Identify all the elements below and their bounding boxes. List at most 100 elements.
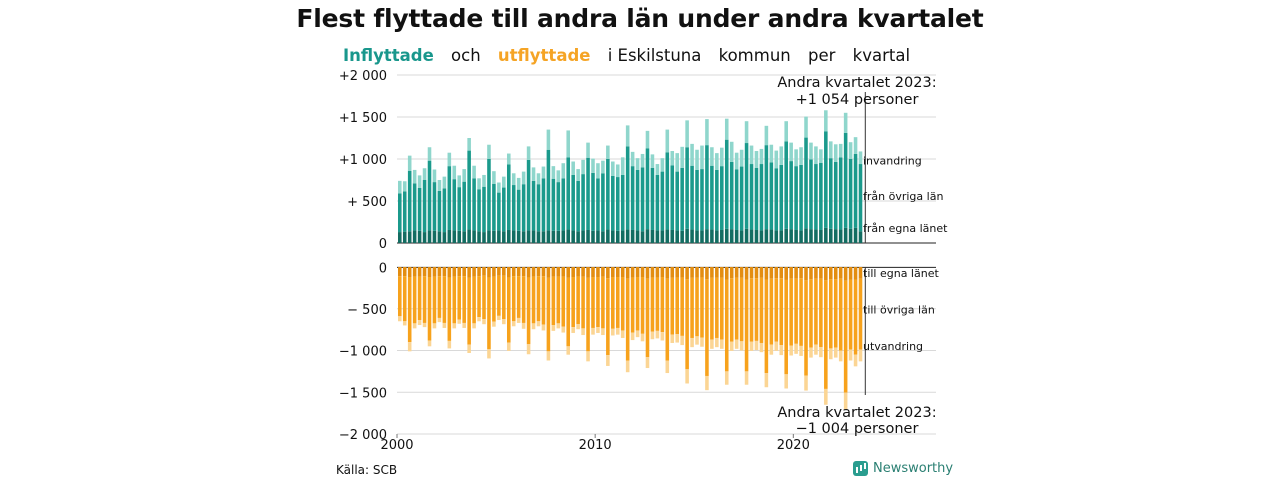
bar-out	[402, 267, 407, 277]
bar-in	[774, 150, 779, 169]
bar-in	[546, 149, 551, 231]
bar-out	[705, 375, 709, 391]
bar-out	[556, 267, 561, 277]
bar-out	[611, 267, 615, 278]
bar-in	[417, 230, 422, 243]
y-tick-label: 0	[379, 261, 387, 276]
bar-in	[754, 167, 759, 230]
bar-in	[620, 174, 625, 231]
bar-in	[511, 185, 516, 231]
bar-in	[482, 232, 486, 243]
bar-in	[576, 169, 580, 181]
bar-out	[685, 267, 689, 280]
bar-out	[710, 267, 714, 278]
bar-out	[670, 277, 675, 335]
bar-out	[824, 388, 828, 405]
bar-in	[541, 166, 546, 179]
bar-out	[467, 277, 471, 345]
bar-in	[606, 145, 610, 159]
bar-in	[502, 187, 506, 232]
bar-in	[497, 230, 501, 243]
bar-out	[551, 267, 556, 277]
bar-out	[462, 322, 466, 328]
bar-out	[487, 267, 491, 278]
bar-in	[695, 169, 699, 231]
bar-in	[655, 164, 660, 175]
bar-in	[596, 163, 600, 179]
bar-out	[571, 267, 575, 278]
bar-in	[412, 230, 417, 243]
bar-out	[402, 276, 407, 322]
bar-out	[749, 278, 754, 342]
bar-in	[744, 143, 749, 229]
bar-in	[640, 167, 645, 232]
bar-in	[853, 227, 858, 243]
bar-out	[526, 267, 531, 278]
bar-out	[536, 267, 541, 277]
bar-out	[477, 317, 481, 322]
bar-out	[407, 342, 412, 352]
bar-in	[819, 149, 823, 163]
bar-out	[606, 278, 610, 356]
bar-out	[829, 279, 833, 349]
bar-out	[591, 267, 595, 278]
bar-out	[541, 324, 546, 331]
bar-in	[511, 230, 516, 243]
bar-out	[739, 267, 744, 278]
bar-out	[417, 276, 422, 321]
bar-out	[858, 349, 863, 362]
bar-in	[759, 230, 764, 243]
bar-out	[744, 279, 749, 372]
bar-in	[417, 175, 422, 188]
bar-out	[422, 322, 427, 328]
bar-out	[635, 277, 640, 331]
bar-in	[764, 229, 769, 243]
bar-in	[497, 192, 501, 231]
bar-in	[848, 159, 853, 229]
y-tick-label: +1 000	[339, 153, 387, 168]
bar-in	[591, 230, 595, 243]
bar-out	[591, 327, 595, 335]
bar-in	[492, 171, 496, 184]
bar-in	[452, 230, 457, 243]
bar-out	[536, 321, 541, 327]
bar-in	[611, 230, 615, 243]
bar-in	[695, 230, 699, 243]
bar-out	[511, 276, 516, 322]
bar-in	[754, 151, 759, 168]
bar-out	[630, 277, 635, 333]
bar-out	[586, 267, 590, 278]
bar-in	[838, 157, 843, 230]
bar-out	[417, 267, 422, 277]
bar-in	[824, 227, 828, 243]
bar-out	[724, 279, 729, 372]
bar-in	[729, 141, 734, 162]
brand-name: Newsworthy	[873, 461, 954, 476]
bar-out	[695, 277, 699, 337]
bar-out	[625, 278, 630, 361]
bar-out	[720, 277, 724, 340]
bar-in	[596, 230, 600, 243]
bar-in	[784, 141, 788, 229]
bar-in	[442, 188, 447, 233]
bar-in	[729, 229, 734, 243]
bar-out	[506, 267, 511, 278]
bar-out	[665, 267, 670, 279]
bar-out	[551, 276, 556, 326]
bar-in	[749, 164, 754, 230]
bar-out	[843, 392, 848, 410]
bar-in	[576, 180, 580, 232]
bar-in	[492, 230, 496, 243]
bar-out	[665, 360, 670, 374]
bar-out	[680, 277, 684, 336]
bar-out	[680, 267, 684, 278]
bar-in	[536, 173, 541, 185]
bar-in	[645, 130, 650, 149]
bar-in	[521, 171, 526, 185]
bar-in	[660, 158, 665, 172]
bar-in	[526, 159, 531, 231]
bar-in	[779, 146, 784, 165]
bar-in	[710, 229, 714, 243]
bar-in	[685, 147, 689, 229]
subtitle-part-2: kommun	[718, 46, 791, 65]
